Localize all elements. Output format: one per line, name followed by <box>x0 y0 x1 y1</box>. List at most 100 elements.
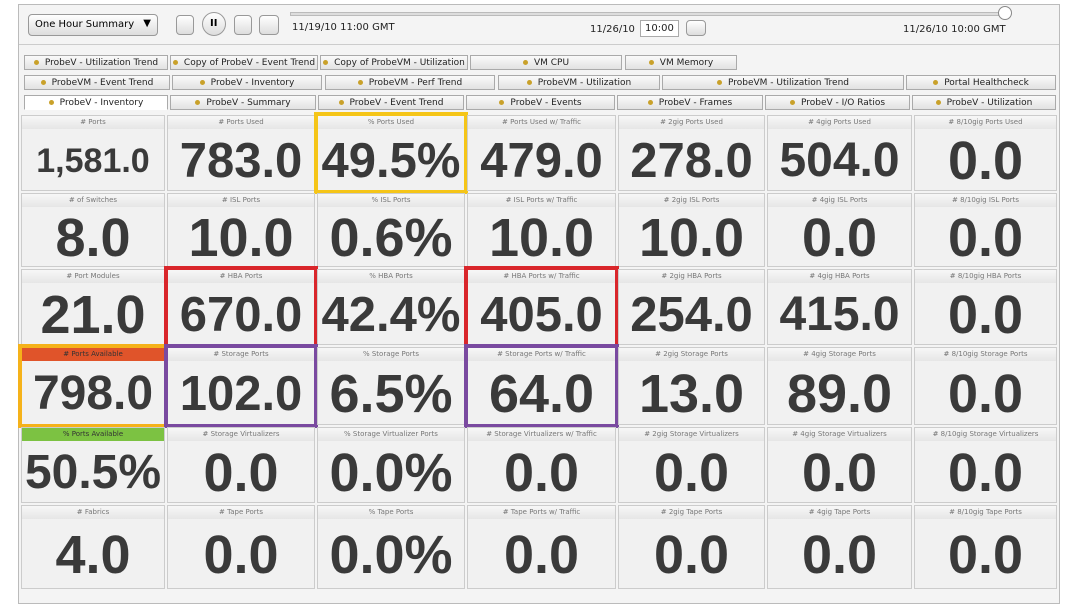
metric-value: 89.0 <box>786 364 893 424</box>
metric-value: 479.0 <box>480 134 603 188</box>
metric-label: % Storage Ports <box>318 348 464 361</box>
metric-label: # Fabrics <box>22 506 164 519</box>
metric-label: # 2gig Storage Ports <box>619 348 764 361</box>
dropdown-arrow: ▼ <box>143 18 151 29</box>
metric-label: # 4gig HBA Ports <box>768 270 911 283</box>
metric-label: % Tape Ports <box>318 506 464 519</box>
metric-value: 0.0 <box>203 525 279 585</box>
metric-value: 10.0 <box>638 208 745 268</box>
tab[interactable]: Copy of ProbeVM - Utilization <box>320 55 468 70</box>
metric-value: 254.0 <box>630 288 753 342</box>
metric-value: 0.0 <box>203 443 279 503</box>
metric-label: # Ports Used w/ Traffic <box>468 116 615 129</box>
metric-label: # Ports Used <box>168 116 314 129</box>
tab[interactable]: VM Memory <box>625 55 737 70</box>
metric-label: # ISL Ports w/ Traffic <box>468 194 615 207</box>
metric-value: 0.0 <box>653 525 730 585</box>
time-field[interactable]: 10:00 <box>640 20 679 37</box>
separator <box>19 44 1059 45</box>
metric-value: 0.0 <box>947 285 1024 345</box>
time-slider[interactable] <box>290 12 1010 16</box>
metric-label: # Tape Ports w/ Traffic <box>468 506 615 519</box>
metric-value: 13.0 <box>638 364 745 424</box>
end-button[interactable] <box>259 15 279 35</box>
tab[interactable]: ProbeV - I/O Ratios <box>765 95 910 110</box>
metric-value: 798.0 <box>32 367 154 420</box>
metric-value: 1,581.0 <box>36 142 150 180</box>
metric-label: % HBA Ports <box>318 270 464 283</box>
tab[interactable]: ProbeV - Utilization Trend <box>24 55 168 70</box>
metric-value: 0.0 <box>947 131 1024 191</box>
metric-value: 10.0 <box>188 208 294 268</box>
slider-knob[interactable] <box>998 6 1012 20</box>
metric-tile <box>467 505 616 589</box>
view-dropdown[interactable]: One Hour Summary ▼ <box>28 14 158 36</box>
metric-value: 504.0 <box>779 134 900 187</box>
metric-label: # 4gig Storage Virtualizers <box>768 428 911 441</box>
metric-label: # 4gig Tape Ports <box>768 506 911 519</box>
metric-label: # Storage Ports <box>168 348 314 361</box>
start-time: 11/19/10 11:00 GMT <box>292 22 395 33</box>
tab[interactable]: ProbeVM - Event Trend <box>24 75 170 90</box>
metric-label: # Ports <box>22 116 164 129</box>
metric-label: # of Switches <box>22 194 164 207</box>
tab[interactable]: ProbeV - Utilization <box>912 95 1056 110</box>
tab[interactable]: ProbeV - Events <box>466 95 615 110</box>
metric-value: 0.0 <box>947 443 1024 503</box>
metric-value: 64.0 <box>488 364 595 424</box>
metric-value: 0.0 <box>801 208 878 268</box>
metric-value: 783.0 <box>179 134 303 188</box>
tab[interactable]: ProbeV - Summary <box>170 95 316 110</box>
metric-value: 8.0 <box>55 208 131 268</box>
metric-label: # Storage Virtualizers <box>168 428 314 441</box>
metric-tile <box>167 505 315 589</box>
forward-button[interactable] <box>234 15 252 35</box>
metric-label: % Ports Available <box>22 428 164 441</box>
metric-value: 10.0 <box>488 208 595 268</box>
metric-value: 0.0 <box>947 525 1024 585</box>
metric-tile <box>21 505 165 589</box>
tab[interactable]: ProbeV - Frames <box>617 95 763 110</box>
tab[interactable]: VM CPU <box>470 55 622 70</box>
metric-value: 4.0 <box>55 525 131 585</box>
tab[interactable]: ProbeVM - Utilization Trend <box>662 75 904 90</box>
metric-value: 42.4% <box>321 288 461 342</box>
metric-label: % Storage Virtualizer Ports <box>318 428 464 441</box>
metric-value: 670.0 <box>179 288 303 342</box>
pause-button[interactable]: II <box>202 12 226 36</box>
date: 11/26/10 <box>590 24 635 35</box>
metric-value: 405.0 <box>480 288 603 342</box>
tab[interactable]: ProbeV - Inventory <box>172 75 322 90</box>
metric-label: # 2gig Ports Used <box>619 116 764 129</box>
go-button[interactable] <box>686 20 706 36</box>
metric-value: 49.5% <box>321 134 461 188</box>
metric-label: # 2gig Storage Virtualizers <box>619 428 764 441</box>
metric-label: # 8/10gig ISL Ports <box>915 194 1056 207</box>
metric-label: # Storage Ports w/ Traffic <box>468 348 615 361</box>
tab[interactable]: Copy of ProbeV - Event Trend <box>170 55 318 70</box>
metric-label: # 4gig ISL Ports <box>768 194 911 207</box>
metric-label: # 2gig ISL Ports <box>619 194 764 207</box>
tab[interactable]: ProbeVM - Utilization <box>498 75 660 90</box>
metric-value: 6.5% <box>329 364 453 424</box>
metric-value: 0.0 <box>653 443 730 503</box>
back-button[interactable] <box>176 15 194 35</box>
metric-label: # HBA Ports <box>168 270 314 283</box>
metric-value: 0.0 <box>801 525 878 585</box>
tab[interactable]: Portal Healthcheck <box>906 75 1056 90</box>
metric-value: 50.5% <box>24 446 162 499</box>
metric-label: # HBA Ports w/ Traffic <box>468 270 615 283</box>
tab[interactable]: ProbeV - Inventory <box>24 95 168 110</box>
metric-value: 102.0 <box>179 367 303 421</box>
tab[interactable]: ProbeVM - Perf Trend <box>325 75 495 90</box>
metric-value: 278.0 <box>630 134 753 188</box>
metric-label: # Storage Virtualizers w/ Traffic <box>468 428 615 441</box>
metric-tile <box>618 505 765 589</box>
tab[interactable]: ProbeV - Event Trend <box>318 95 464 110</box>
metric-value: 0.0% <box>329 525 453 585</box>
metric-label: # Port Modules <box>22 270 164 283</box>
metric-value: 0.0 <box>503 525 580 585</box>
metric-label: # Tape Ports <box>168 506 314 519</box>
metric-tile <box>767 505 912 589</box>
